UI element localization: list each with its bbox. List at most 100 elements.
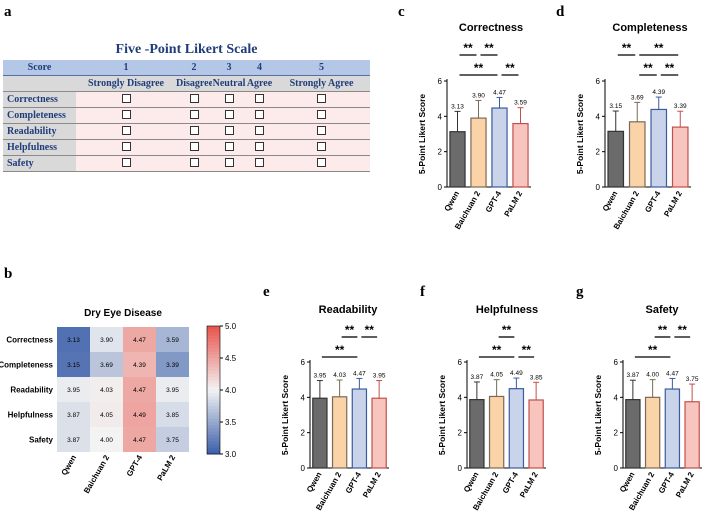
checkbox-cell[interactable] — [246, 155, 273, 172]
panel-label-a: a — [4, 4, 12, 20]
checkbox-cell[interactable] — [273, 123, 370, 140]
checkbox-cell[interactable] — [176, 155, 212, 172]
checkbox-cell[interactable] — [273, 139, 370, 156]
heatmap-cell — [123, 377, 156, 402]
heatmap-cell-label: 4.05 — [100, 412, 113, 419]
checkbox-icon[interactable] — [189, 157, 199, 167]
significance-marker: ** — [678, 323, 688, 337]
x-tick-label: GPT-4 — [643, 189, 663, 214]
checkbox-cell[interactable] — [76, 107, 176, 124]
heatmap-cell — [90, 327, 123, 352]
bar-qwen — [449, 131, 466, 188]
checkbox-icon[interactable] — [255, 93, 264, 103]
y-tick-label: 4 — [301, 393, 306, 402]
checkbox-cell[interactable] — [273, 107, 370, 124]
checkbox-cell[interactable] — [212, 155, 246, 172]
x-tick-label: Qwen — [618, 470, 637, 493]
checkbox-cell[interactable] — [176, 107, 212, 124]
likert-row-safety: Safety — [3, 155, 370, 172]
checkbox-cell[interactable] — [246, 107, 273, 124]
checkbox-cell[interactable] — [76, 155, 176, 172]
checkbox-cell[interactable] — [176, 123, 212, 140]
checkbox-cell[interactable] — [273, 91, 370, 108]
likert-descriptor: Neutral — [212, 75, 246, 92]
bar-baichuan-2 — [470, 117, 487, 188]
data-label: 4.03 — [333, 372, 346, 379]
heatmap-cell — [90, 352, 123, 377]
heatmap-cell — [156, 352, 189, 377]
checkbox-icon[interactable] — [255, 141, 264, 151]
colorbar-segment — [207, 450, 220, 455]
heatmap-cell — [123, 402, 156, 427]
heatmap-cell-label: 3.13 — [67, 337, 80, 344]
checkbox-cell[interactable] — [212, 123, 246, 140]
checkbox-icon[interactable] — [121, 109, 131, 119]
likert-title: Five -Point Likert Scale — [115, 42, 258, 57]
colorbar-segment — [207, 380, 220, 385]
chart-title: Correctness — [459, 22, 523, 34]
checkbox-cell[interactable] — [76, 91, 176, 108]
checkbox-icon[interactable] — [121, 157, 131, 167]
checkbox-cell[interactable] — [212, 139, 246, 156]
likert-score: 5 — [273, 60, 370, 76]
bar-qwen — [625, 399, 641, 469]
colorbar-segment — [207, 434, 220, 439]
data-label: 4.47 — [666, 370, 679, 377]
data-label: 3.59 — [514, 100, 527, 107]
y-tick-label: 6 — [438, 77, 443, 86]
checkbox-icon[interactable] — [224, 141, 234, 151]
colorbar-segment — [207, 386, 220, 391]
data-label: 4.00 — [646, 372, 659, 379]
checkbox-cell[interactable] — [76, 139, 176, 156]
checkbox-cell[interactable] — [212, 107, 246, 124]
checkbox-icon[interactable] — [224, 125, 234, 135]
bar-palm-2 — [671, 126, 689, 188]
checkbox-cell[interactable] — [176, 139, 212, 156]
checkbox-cell[interactable] — [246, 91, 273, 108]
checkbox-icon[interactable] — [255, 157, 264, 167]
checkbox-cell[interactable] — [176, 91, 212, 108]
checkbox-icon[interactable] — [255, 125, 264, 135]
likert-row-completeness: Completeness — [3, 107, 370, 124]
checkbox-icon[interactable] — [317, 157, 326, 167]
heatmap-title: Dry Eye Disease — [84, 308, 162, 319]
panel-label-d: d — [556, 4, 565, 20]
checkbox-icon[interactable] — [317, 93, 326, 103]
heatmap-column-label: PaLM 2 — [155, 453, 177, 482]
checkbox-icon[interactable] — [224, 109, 234, 119]
checkbox-icon[interactable] — [189, 93, 199, 103]
checkbox-icon[interactable] — [317, 109, 326, 119]
checkbox-icon[interactable] — [255, 109, 264, 119]
checkbox-icon[interactable] — [189, 109, 199, 119]
checkbox-icon[interactable] — [224, 93, 234, 103]
y-tick-label: 2 — [458, 429, 463, 438]
checkbox-cell[interactable] — [246, 123, 273, 140]
panel-label-c: c — [398, 4, 405, 20]
likert-score: 2 — [176, 60, 212, 76]
heatmap-cell — [156, 427, 189, 452]
data-label: 3.87 — [627, 372, 640, 379]
checkbox-icon[interactable] — [189, 125, 199, 135]
data-label: 3.87 — [471, 374, 484, 381]
checkbox-icon[interactable] — [189, 141, 199, 151]
colorbar-segment — [207, 326, 220, 330]
checkbox-icon[interactable] — [317, 141, 326, 151]
checkbox-icon[interactable] — [317, 125, 326, 135]
checkbox-cell[interactable] — [273, 155, 370, 172]
likert-header-label: Score — [3, 60, 76, 76]
checkbox-cell[interactable] — [246, 139, 273, 156]
checkbox-cell[interactable] — [76, 123, 176, 140]
checkbox-icon[interactable] — [121, 125, 131, 135]
heatmap-column-label: Qwen — [60, 453, 79, 476]
checkbox-icon[interactable] — [121, 141, 131, 151]
heatmap-cell — [156, 327, 189, 352]
y-tick-label: 0 — [596, 183, 601, 192]
y-axis-label: 5-Point Likert Score — [417, 94, 427, 175]
y-tick-label: 2 — [596, 148, 601, 157]
heatmap-row-label: Completeness — [0, 361, 54, 370]
significance-marker: ** — [658, 323, 668, 337]
checkbox-cell[interactable] — [212, 91, 246, 108]
checkbox-icon[interactable] — [224, 157, 234, 167]
checkbox-icon[interactable] — [121, 93, 131, 103]
